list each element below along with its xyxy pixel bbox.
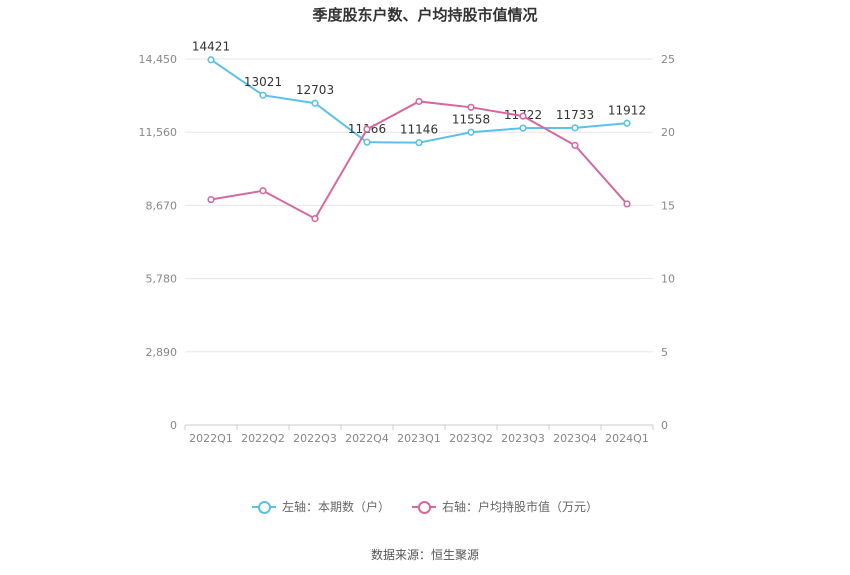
legend-item-right[interactable]: 右轴：户均持股市值（万元）: [412, 498, 598, 515]
data-label: 11912: [608, 103, 646, 117]
x-tick-label: 2024Q1: [605, 432, 649, 445]
data-label: 14421: [192, 40, 230, 54]
left-tick-label: 14,450: [139, 53, 178, 66]
x-tick-label: 2022Q4: [345, 432, 389, 445]
data-point-right: [415, 97, 423, 106]
right-tick-label: 25: [661, 53, 675, 66]
legend-label-right: 右轴：户均持股市值（万元）: [442, 500, 599, 514]
x-tick-label: 2022Q3: [293, 432, 337, 445]
data-point-left: [363, 138, 371, 146]
data-point-left: [311, 99, 319, 107]
data-point-right: [571, 141, 579, 149]
data-point-right: [207, 195, 215, 204]
x-tick-label: 2023Q2: [449, 432, 493, 445]
legend-marker-left: [251, 500, 276, 514]
data-point-left: [467, 128, 475, 136]
data-label: 11733: [556, 108, 594, 122]
data-label: 12703: [296, 83, 334, 97]
right-tick-label: 0: [661, 419, 668, 432]
x-tick-label: 2022Q2: [241, 432, 285, 445]
right-tick-label: 10: [661, 273, 675, 286]
legend-item-left[interactable]: 左轴：本期数（户）: [251, 498, 390, 515]
chart-title: 季度股东户数、户均持股市值情况: [312, 6, 538, 24]
data-point-right: [623, 200, 631, 208]
data-point-left: [259, 91, 267, 99]
right-tick-label: 15: [661, 199, 675, 212]
data-label: 11146: [400, 123, 438, 137]
left-tick-label: 2,890: [146, 346, 178, 359]
data-point-right: [311, 214, 319, 223]
left-tick-label: 5,780: [146, 273, 178, 286]
data-label: 11558: [452, 112, 490, 126]
data-point-right: [363, 125, 371, 133]
data-point-left: [623, 119, 631, 127]
data-point-right: [259, 187, 267, 195]
data-point-left: [415, 139, 423, 147]
data-point-right: [467, 103, 475, 111]
data-label: 13021: [244, 75, 282, 89]
right-tick-label: 5: [661, 346, 668, 359]
left-tick-label: 0: [170, 419, 177, 432]
left-tick-label: 11,560: [139, 126, 178, 139]
data-point-right: [519, 112, 527, 120]
x-tick-label: 2022Q1: [189, 432, 233, 445]
right-tick-label: 20: [661, 126, 675, 139]
data-point-left: [207, 56, 215, 64]
source-note: 数据来源：恒生聚源: [370, 548, 479, 562]
data-point-left: [519, 124, 527, 132]
legend-label-left: 左轴：本期数（户）: [281, 500, 390, 514]
legend-marker-right: [412, 500, 436, 514]
x-tick-label: 2023Q4: [553, 432, 597, 445]
x-tick-label: 2023Q3: [501, 432, 545, 445]
x-tick-label: 2023Q1: [397, 432, 441, 445]
data-point-left: [571, 124, 579, 132]
legend: 左轴：本期数（户） 右轴：户均持股市值（万元）: [0, 498, 850, 515]
left-tick-label: 8,670: [146, 199, 178, 212]
